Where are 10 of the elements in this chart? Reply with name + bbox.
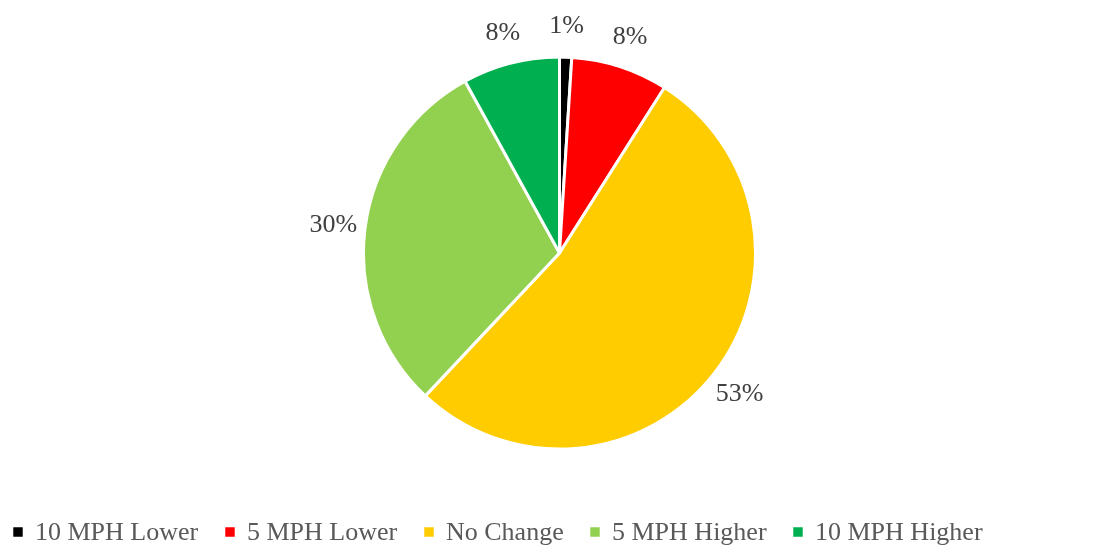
data-label: 8% bbox=[612, 21, 648, 51]
data-label: 8% bbox=[485, 17, 521, 47]
data-label: 53% bbox=[715, 377, 764, 407]
legend-label: 5 MPH Lower bbox=[247, 517, 398, 546]
legend-label: 10 MPH Lower bbox=[35, 517, 199, 546]
legend-label: 10 MPH Higher bbox=[815, 517, 983, 546]
data-label: 30% bbox=[309, 209, 358, 239]
legend-label: No Change bbox=[446, 517, 564, 546]
legend-label: 5 MPH Higher bbox=[612, 517, 767, 546]
data-label: 1% bbox=[549, 10, 584, 40]
